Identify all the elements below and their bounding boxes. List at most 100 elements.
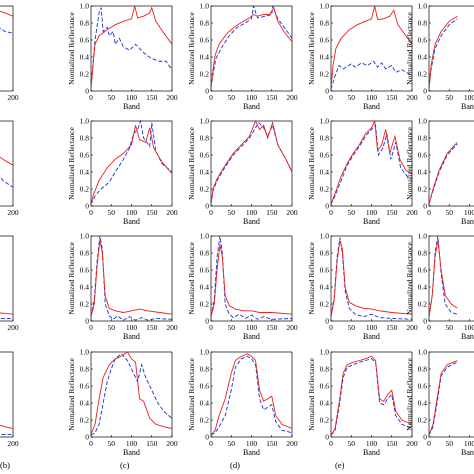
x-tick-label: 100 [126,323,138,332]
x-tick-label: 0 [89,208,93,217]
panel-r0-c3: 0 0.2 0.4 0.6 0.8 1.0 0 50 100 150 200 Band Normaliz… [307,2,418,112]
y-tick-label: 0.4 [320,53,330,62]
series-group [331,120,412,205]
y-axis-label: Normalized Reflectance [405,357,414,430]
series-group [91,120,172,205]
x-tick-label: 200 [286,323,298,332]
panel-r3-c1: 0 0.2 0.4 0.6 0.8 1.0 0 50 100 150 200 Band Normaliz… [67,348,178,458]
y-tick-label: 1.0 [200,232,210,241]
x-tick-label: 150 [146,208,158,217]
x-tick-label: 50 [348,208,356,217]
x-tick-label: 50 [348,93,356,102]
series-solid-line [429,360,458,436]
y-tick-label: 0.6 [80,266,90,275]
series-dashed-line [0,318,13,319]
y-tick-label: 1.0 [418,117,428,126]
series-group [91,5,172,90]
y-tick-label: 0.6 [418,151,428,160]
series-group [429,235,458,317]
series-dashed-line [91,120,172,205]
series-dashed-line [91,235,172,321]
x-tick-label: 50 [228,208,236,217]
y-tick-label: 0.4 [320,283,330,292]
y-tick-label: 0.8 [418,365,428,374]
y-tick-label: 0.2 [80,300,90,309]
plot-frame [0,5,14,92]
y-axis-label: Normalized Reflectance [307,241,316,314]
y-tick-label: 0.4 [418,283,428,292]
x-tick-label: 100 [464,93,474,102]
y-tick-label: 0.4 [200,283,210,292]
x-axis-label: Band [123,448,140,457]
x-tick-label: 50 [228,93,236,102]
y-tick-label: 0.6 [418,36,428,45]
y-axis-label: Normalized Reflectance [67,11,76,84]
series-solid-line [429,240,458,317]
panel-r3-c0: 00.20.40.60.81.0050100150200BandNormaliz… [0,351,19,448]
x-axis-label: Band [363,448,380,457]
y-tick-label: 0.8 [418,19,428,28]
x-tick-label: 100 [366,208,378,217]
y-tick-label: 0.6 [200,382,210,391]
panel-r0-c0: 00.20.40.60.81.0050100150200BandNormaliz… [0,5,19,102]
x-axis-label: Band [461,102,474,111]
x-tick-label: 50 [108,93,116,102]
series-group [211,353,292,436]
panel-r3-c4: 00.20.40.60.81.0050100150200BandNormaliz… [405,348,474,457]
series-solid-line [331,355,412,436]
series-dashed-line [0,434,13,435]
y-tick-label: 1.0 [80,232,90,241]
caption-b: (b) [0,460,10,470]
plot-frame [0,351,14,438]
x-tick-label: 0 [89,93,93,102]
series-solid-line [0,424,13,429]
plot-frame [330,235,413,322]
y-tick-label: 0.2 [80,416,90,425]
panel-r2-c4: 00.20.40.60.81.0050100150200BandNormaliz… [405,232,474,341]
y-axis-label: Normalized Reflectance [187,11,196,84]
y-tick-label: 0.6 [320,151,330,160]
series-dashed-line [429,18,458,90]
y-tick-label: 1.0 [320,117,330,126]
y-axis-label: Normalized Reflectance [405,11,414,84]
series-group [429,141,458,205]
series-solid-line [91,125,172,205]
series-solid-line [91,351,172,435]
x-tick-label: 200 [406,93,418,102]
y-tick-label: 0.8 [320,365,330,374]
series-solid-line [331,120,412,205]
x-tick-label: 50 [446,323,454,332]
y-tick-label: 1.0 [200,348,210,357]
series-solid-line [91,240,172,317]
y-tick-label: 0.6 [200,36,210,45]
plot-frame [90,351,173,438]
plot-frame [0,235,14,322]
y-tick-label: 0.4 [80,168,90,177]
series-group [91,351,172,436]
x-tick-label: 0 [89,323,93,332]
series-dashed-line [331,124,412,205]
series-solid-line [211,6,292,88]
y-tick-label: 0 [85,87,89,96]
plot-frame [428,120,474,207]
x-tick-label: 200 [406,323,418,332]
x-axis-label: Band [461,217,474,226]
x-axis-label: Band [243,448,260,457]
series-dashed-line [211,235,292,320]
series-dashed-line [91,7,172,87]
y-axis-label: Normalized Reflectance [187,357,196,430]
x-tick-label: 200 [166,93,178,102]
y-tick-label: 0 [325,433,329,442]
y-tick-label: 0.4 [418,399,428,408]
y-tick-label: 0.8 [80,249,90,258]
y-tick-label: 0 [423,202,427,211]
x-tick-label: 100 [464,439,474,448]
series-dashed-line [91,353,172,436]
series-solid-line [91,5,172,90]
y-tick-label: 0 [325,317,329,326]
series-solid-line [211,353,292,436]
plot-frame [330,120,413,207]
y-axis-label: Normalized Reflectance [67,241,76,314]
series-solid-line [0,156,13,166]
y-tick-label: 0.8 [80,134,90,143]
